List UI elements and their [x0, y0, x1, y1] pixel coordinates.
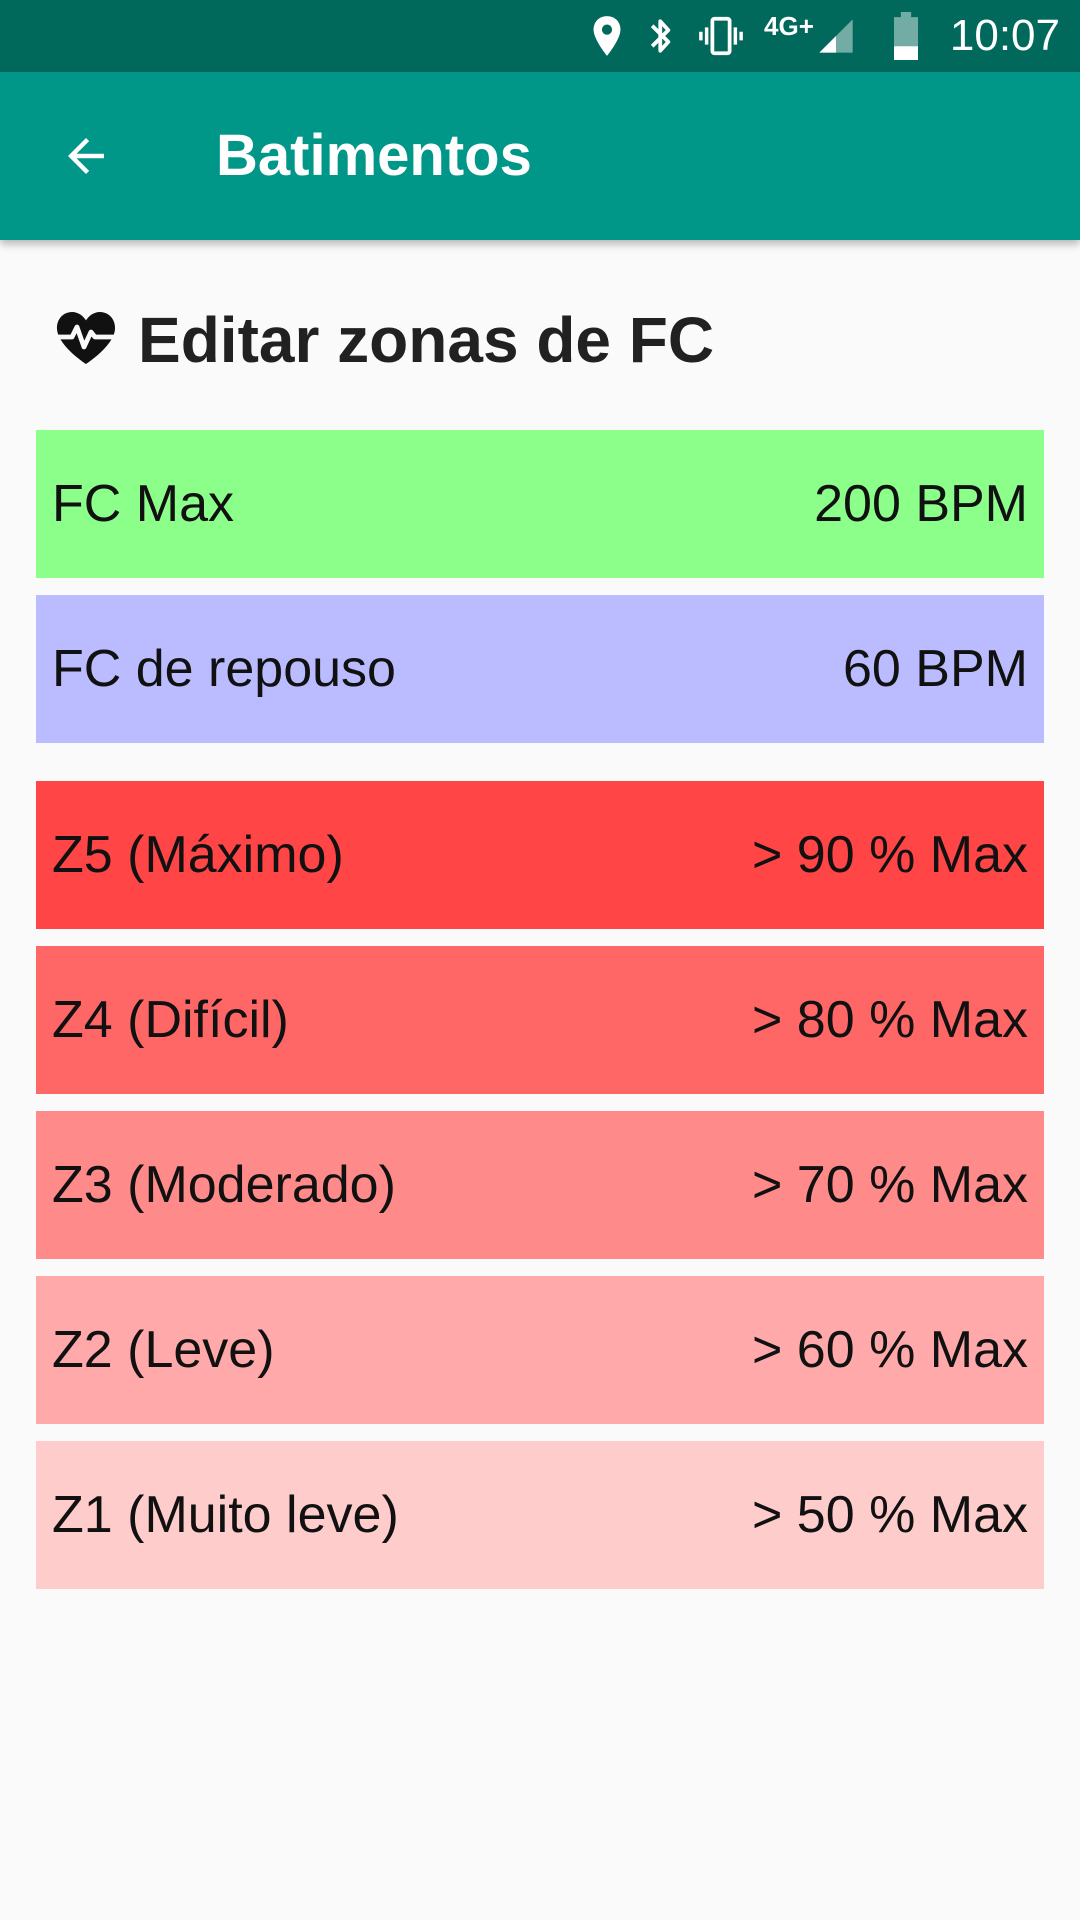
section-title: Editar zonas de FC	[138, 304, 715, 376]
status-icons: 4G+ 10:07	[568, 0, 1060, 72]
resting-hr-value: 60 BPM	[843, 640, 1028, 698]
zone-threshold: > 90 % Max	[751, 826, 1028, 884]
resting-hr-row[interactable]: FC de repouso 60 BPM	[36, 595, 1044, 743]
zone-label: Z1 (Muito leve)	[52, 1486, 399, 1544]
resting-hr-label: FC de repouso	[52, 640, 396, 698]
zone-threshold: > 70 % Max	[751, 1156, 1028, 1214]
zone-threshold: > 50 % Max	[751, 1486, 1028, 1544]
max-hr-value: 200 BPM	[814, 475, 1028, 533]
max-hr-row[interactable]: FC Max 200 BPM	[36, 430, 1044, 578]
max-hr-label: FC Max	[52, 475, 234, 533]
status-bar: 4G+ 10:07	[0, 0, 1080, 72]
network-type-label: 4G+	[764, 10, 814, 41]
zone-label: Z4 (Difícil)	[52, 991, 289, 1049]
zone-label: Z2 (Leve)	[52, 1321, 275, 1379]
zone-row-z4[interactable]: Z4 (Difícil) > 80 % Max	[36, 946, 1044, 1094]
app-bar-title: Batimentos	[216, 123, 532, 188]
zone-row-z1[interactable]: Z1 (Muito leve) > 50 % Max	[36, 1441, 1044, 1589]
arrow-back-icon	[68, 138, 104, 174]
app-bar: Batimentos	[0, 72, 1080, 240]
zone-row-z5[interactable]: Z5 (Máximo) > 90 % Max	[36, 781, 1044, 929]
vibrate-icon	[698, 13, 744, 59]
clock: 10:07	[949, 11, 1060, 60]
zone-row-z2[interactable]: Z2 (Leve) > 60 % Max	[36, 1276, 1044, 1424]
signal-icon	[816, 16, 856, 56]
location-icon	[590, 14, 624, 58]
zone-threshold: > 80 % Max	[751, 991, 1028, 1049]
zone-row-z3[interactable]: Z3 (Moderado) > 70 % Max	[36, 1111, 1044, 1259]
heartbeat-icon	[54, 310, 118, 371]
back-button[interactable]	[50, 120, 122, 192]
battery-icon	[892, 12, 920, 60]
bluetooth-icon	[646, 14, 676, 58]
zone-label: Z5 (Máximo)	[52, 826, 344, 884]
zone-threshold: > 60 % Max	[751, 1321, 1028, 1379]
section-heading: Editar zonas de FC	[54, 290, 714, 390]
zone-label: Z3 (Moderado)	[52, 1156, 396, 1214]
